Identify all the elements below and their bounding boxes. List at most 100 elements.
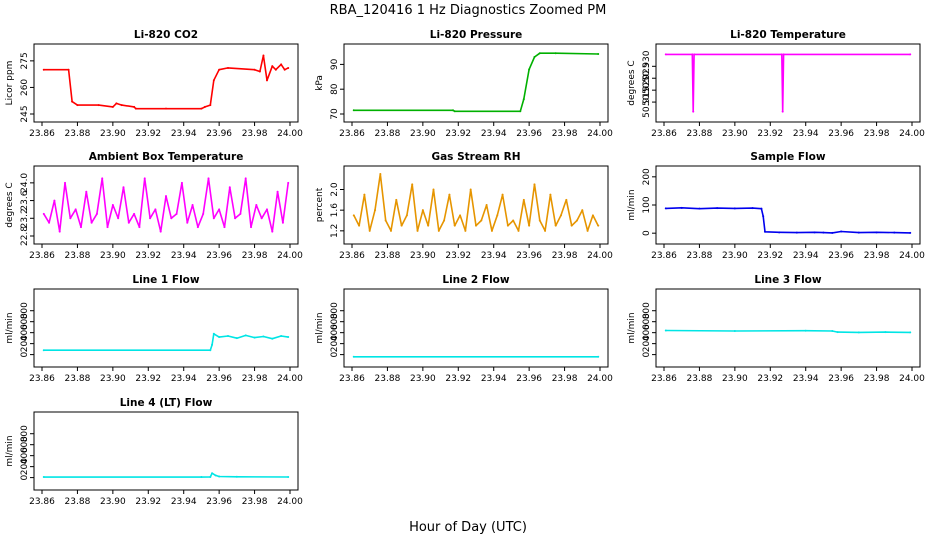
data-point	[448, 193, 451, 196]
data-point	[127, 221, 130, 224]
data-point	[544, 229, 547, 232]
y-tick-label: 600	[330, 313, 340, 330]
data-point	[58, 230, 61, 233]
x-tick-label: 23.90	[410, 129, 436, 139]
data-point	[95, 212, 98, 215]
data-point	[400, 224, 403, 227]
data-point	[909, 231, 912, 234]
data-point	[519, 110, 522, 113]
panel-title: Li-820 CO2	[134, 29, 198, 41]
y-tick-label: 0	[642, 230, 652, 236]
x-tick-label: 23.92	[135, 129, 161, 139]
data-point	[363, 193, 366, 196]
data-point	[115, 102, 118, 105]
data-point	[244, 177, 247, 180]
data-point	[763, 230, 766, 233]
data-point	[570, 224, 573, 227]
data-point	[813, 231, 816, 234]
data-point	[405, 214, 408, 217]
panels: Li-820 CO2 23.86 23.88 23.90 23.92 23.94 23.96…	[5, 29, 925, 507]
x-tick-label: 23.90	[410, 251, 436, 261]
x-tick-label: 24.00	[277, 129, 303, 139]
series-line	[43, 54, 289, 110]
data-point	[209, 349, 212, 352]
panel-title: Ambient Box Temperature	[89, 151, 244, 163]
data-point	[111, 105, 114, 108]
x-tick-label: 23.86	[339, 374, 365, 384]
data-point	[451, 109, 454, 112]
y-tick-label: 23.2	[20, 208, 30, 228]
data-point	[464, 229, 467, 232]
data-point	[522, 198, 525, 201]
x-tick-label: 23.90	[722, 374, 748, 384]
x-tick-label: 23.86	[29, 129, 55, 139]
x-tick-label: 24.00	[899, 251, 925, 261]
data-point	[597, 355, 600, 358]
x-tick-label: 23.86	[339, 251, 365, 261]
y-tick-label: 0	[20, 351, 30, 357]
x-tick-label: 24.00	[277, 374, 303, 384]
y-tick-label: 90	[330, 58, 340, 70]
data-point	[111, 204, 114, 206]
plot-frame	[33, 411, 299, 491]
data-point	[389, 229, 392, 232]
x-tick-label: 23.94	[793, 251, 819, 261]
plot-frame	[655, 288, 921, 368]
x-tick-label: 23.98	[242, 251, 268, 261]
x-tick-label: 23.96	[206, 497, 232, 507]
y-tick-label: 200	[20, 458, 30, 475]
data-point	[218, 68, 221, 71]
data-point	[664, 207, 667, 210]
panel-3: Li-820 Temperature 23.86 23.88 23.90 23.92 23…	[627, 29, 925, 139]
x-tick-label: 23.88	[65, 251, 91, 261]
data-point	[170, 217, 173, 220]
data-point	[271, 230, 274, 233]
x-tick-label: 23.88	[687, 251, 713, 261]
y-tick-label: 22.8	[20, 226, 30, 246]
data-point	[276, 190, 279, 193]
series-line	[353, 52, 599, 113]
y-axis-label: kPa	[315, 75, 325, 91]
data-point	[133, 212, 136, 215]
y-tick-label: 50.915	[642, 86, 652, 118]
data-point	[411, 183, 414, 186]
panel-title: Line 2 Flow	[442, 274, 509, 286]
data-point	[831, 330, 834, 333]
x-tick-label: 23.96	[516, 251, 542, 261]
data-point	[597, 224, 600, 227]
panel-8: Line 2 Flow 23.86 23.88 23.90 23.92 23.94 23.9…	[315, 274, 613, 384]
data-point	[227, 334, 229, 337]
series-line	[43, 177, 289, 233]
data-point	[227, 66, 229, 69]
data-point	[281, 221, 284, 224]
x-tick-label: 23.86	[29, 374, 55, 384]
data-point	[255, 204, 258, 206]
data-point	[453, 224, 456, 227]
data-point	[287, 66, 290, 69]
data-point	[664, 53, 667, 56]
x-tick-label: 23.90	[100, 374, 126, 384]
data-point	[795, 231, 798, 234]
x-tick-label: 23.96	[828, 129, 854, 139]
data-point	[857, 331, 860, 334]
x-tick-label: 23.96	[516, 129, 542, 139]
data-point	[528, 224, 531, 227]
y-tick-label: 200	[642, 335, 652, 352]
data-point	[884, 331, 887, 334]
data-point	[485, 204, 488, 206]
data-point	[836, 331, 839, 334]
x-tick-label: 23.88	[375, 374, 401, 384]
data-point	[416, 229, 419, 232]
y-tick-label: 800	[330, 302, 340, 319]
data-point	[554, 224, 557, 227]
y-tick-label: 600	[20, 436, 30, 453]
figure-title: RBA_120416 1 Hz Diagnostics Zoomed PM	[330, 3, 607, 18]
data-point	[165, 107, 167, 110]
data-point	[480, 219, 483, 222]
x-tick-label: 23.88	[687, 374, 713, 384]
data-point	[857, 231, 860, 234]
data-point	[432, 188, 435, 191]
data-point	[384, 219, 387, 222]
x-tick-label: 23.92	[757, 374, 783, 384]
x-tick-label: 23.94	[481, 129, 507, 139]
